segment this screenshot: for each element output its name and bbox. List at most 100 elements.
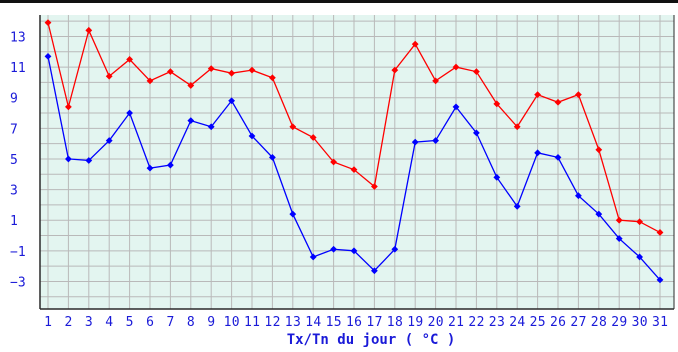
data-point — [126, 56, 133, 63]
x-tick-label: 1 — [44, 315, 52, 330]
data-point — [65, 155, 72, 163]
data-point — [146, 77, 154, 85]
y-tick-label: 13 — [10, 30, 26, 45]
data-point — [595, 146, 603, 154]
data-point — [452, 63, 460, 71]
x-tick-label: 12 — [264, 315, 280, 330]
data-point — [330, 158, 337, 166]
data-point — [656, 276, 664, 284]
data-point — [350, 166, 358, 174]
x-tick-label: 23 — [489, 315, 505, 330]
x-tick-label: 9 — [207, 315, 215, 330]
axes — [39, 15, 675, 310]
x-tick-label: 11 — [244, 315, 260, 330]
horizontal-gridlines — [40, 20, 674, 298]
data-point — [207, 65, 215, 72]
x-tick-label: 15 — [326, 315, 342, 330]
data-point — [248, 132, 256, 140]
data-point — [371, 183, 378, 190]
series-group — [44, 19, 664, 284]
y-tick-labels: 13 11 9 7 5 3 1 −1 −3 — [10, 30, 26, 290]
x-tick-label: 17 — [366, 315, 382, 330]
x-tick-label: 7 — [166, 315, 174, 330]
data-point — [432, 77, 439, 85]
x-tick-label: 21 — [448, 315, 464, 330]
data-point — [85, 157, 93, 164]
plot-area — [40, 15, 674, 309]
data-point — [656, 229, 664, 236]
data-point — [269, 154, 276, 161]
top-border — [0, 0, 678, 3]
x-tick-label: 13 — [285, 315, 301, 330]
data-point — [309, 134, 317, 141]
data-point — [493, 173, 501, 181]
y-tick-label: 1 — [10, 214, 18, 229]
data-point — [309, 253, 317, 261]
data-point — [350, 247, 358, 255]
data-point — [595, 210, 603, 218]
x-tick-label: 30 — [632, 315, 648, 330]
data-point — [411, 138, 419, 146]
data-point — [146, 164, 154, 172]
x-tick-label: 14 — [305, 315, 321, 330]
data-point — [289, 123, 297, 131]
y-tick-label: 9 — [10, 92, 18, 107]
data-point — [330, 245, 337, 253]
y-tick-label: 3 — [10, 184, 18, 199]
x-tick-label: 4 — [105, 315, 113, 330]
x-tick-label: 29 — [611, 315, 627, 330]
data-point — [411, 40, 419, 48]
data-point — [228, 69, 235, 77]
x-tick-label: 10 — [224, 315, 240, 330]
x-axis-label: Tx/Tn du jour ( °C ) — [287, 332, 456, 348]
data-point — [534, 91, 541, 99]
data-point — [391, 66, 399, 74]
data-point — [473, 129, 480, 137]
data-point — [636, 253, 643, 261]
data-point — [167, 161, 174, 169]
x-tick-label: 5 — [126, 315, 134, 330]
data-point — [228, 97, 235, 105]
data-point — [636, 218, 643, 226]
data-point — [534, 149, 541, 157]
data-point — [391, 245, 399, 253]
y-tick-label: −3 — [10, 275, 26, 290]
data-point — [289, 210, 297, 218]
data-point — [248, 66, 256, 74]
x-tick-label: 26 — [550, 315, 566, 330]
y-tick-label: −1 — [10, 245, 26, 260]
data-point — [452, 103, 460, 111]
data-point — [432, 137, 439, 144]
data-point — [44, 52, 52, 60]
data-point — [269, 74, 276, 82]
data-point — [473, 68, 480, 76]
data-point — [44, 19, 52, 27]
data-point — [575, 91, 582, 99]
data-point — [371, 267, 378, 275]
y-tick-label: 11 — [10, 61, 26, 76]
x-tick-label: 16 — [346, 315, 362, 330]
x-tick-label: 8 — [187, 315, 195, 330]
data-point — [554, 154, 562, 161]
data-point — [493, 100, 501, 108]
data-point — [126, 109, 133, 117]
data-point — [105, 72, 113, 80]
data-point — [167, 68, 174, 76]
x-tick-label: 19 — [407, 315, 423, 330]
data-point — [513, 203, 521, 210]
x-tick-labels: 1 2 3 4 5 6 7 8 9 10 11 12 13 14 15 16 17 18 19 20 21 22 23 24 2… — [44, 315, 668, 330]
data-point — [615, 235, 623, 242]
data-point — [615, 216, 623, 224]
x-tick-label: 25 — [530, 315, 546, 330]
x-tick-label: 24 — [509, 315, 525, 330]
data-point — [513, 123, 521, 131]
x-tick-label: 3 — [85, 315, 93, 330]
data-point — [65, 103, 72, 111]
x-tick-label: 28 — [591, 315, 607, 330]
x-tick-label: 6 — [146, 315, 154, 330]
y-tick-label: 5 — [10, 153, 18, 168]
x-tick-label: 27 — [570, 315, 586, 330]
data-point — [105, 137, 113, 144]
